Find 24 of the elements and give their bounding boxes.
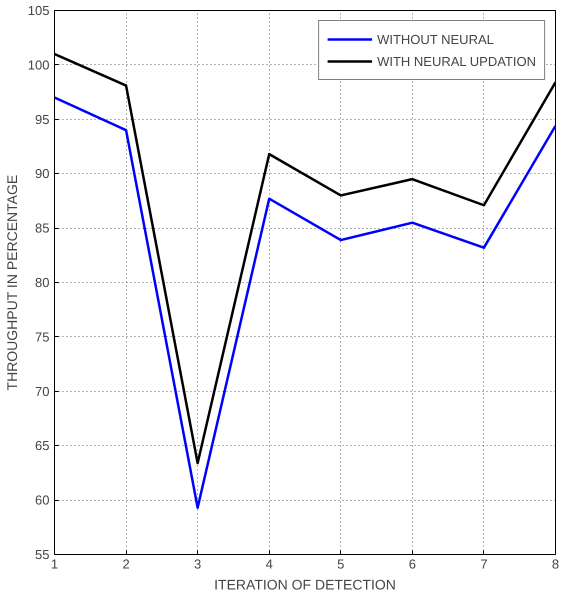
x-tick-label: 8 (552, 556, 560, 572)
x-tick-label: 4 (266, 556, 273, 572)
x-tick-label: 1 (50, 556, 58, 572)
y-tick-label: 80 (35, 275, 50, 290)
y-tick-label: 60 (35, 492, 50, 508)
x-axis-title: ITERATION OF DETECTION (214, 576, 396, 592)
x-tick-label: 7 (480, 556, 488, 572)
y-tick-label: 85 (35, 220, 50, 236)
x-tick-label: 3 (194, 556, 202, 572)
legend-label: WITH NEURAL UPDATION (377, 54, 536, 68)
x-tick-label: 5 (337, 556, 344, 572)
y-tick-label: 55 (35, 547, 50, 562)
line-series (54, 96, 556, 509)
y-tick-label: 75 (35, 329, 50, 344)
legend-label: WITHOUT NEURAL (377, 32, 494, 46)
y-axis-title: THROUGHPUT IN PERCENTAGE (4, 174, 20, 390)
y-tick-label: 100 (28, 57, 50, 72)
y-tick-label: 65 (35, 438, 50, 454)
y-tick-label: 105 (28, 3, 50, 18)
x-tick-label: 2 (122, 556, 130, 572)
y-tick-label: 90 (35, 166, 50, 182)
y-tick-label: 95 (35, 112, 50, 127)
x-tick-label: 6 (408, 556, 416, 572)
y-tick-label: 70 (35, 384, 50, 399)
